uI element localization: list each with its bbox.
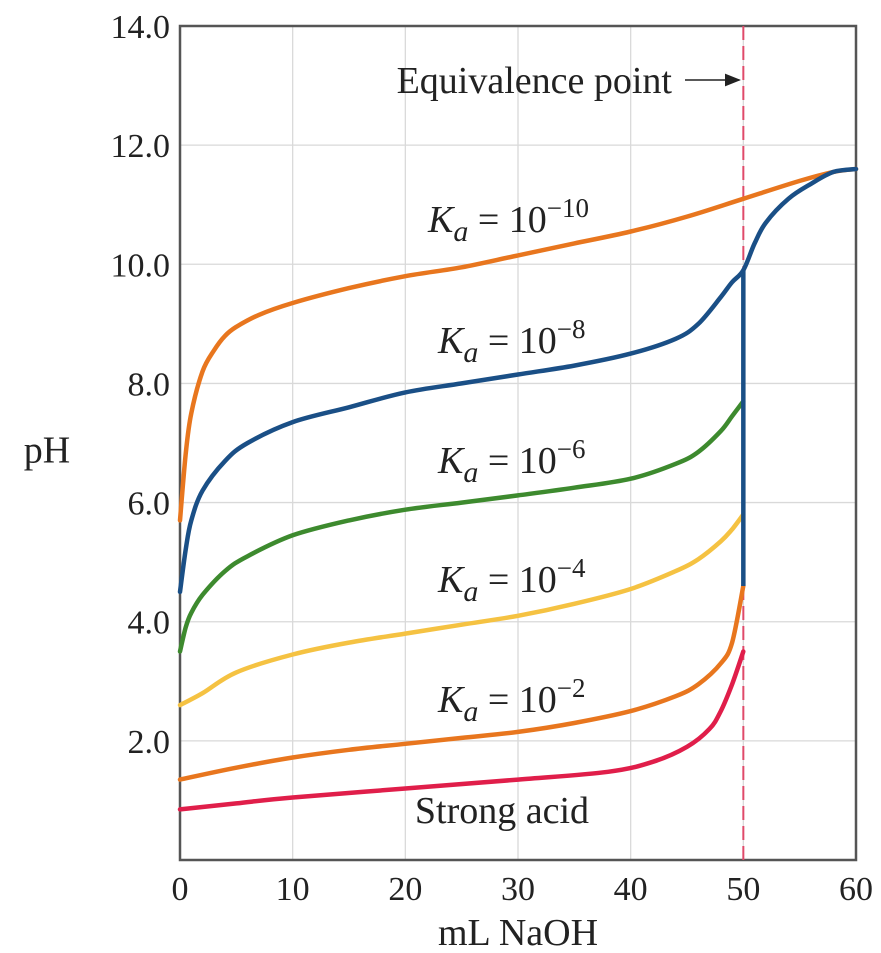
x-tick-label: 10 <box>276 871 310 908</box>
y-tick-label: 14.0 <box>111 9 171 46</box>
y-tick-label: 6.0 <box>128 486 171 523</box>
x-tick-label: 30 <box>501 871 535 908</box>
y-tick-label: 8.0 <box>128 366 171 403</box>
x-axis-title: mL NaOH <box>438 912 598 953</box>
axes: 0 10 20 30 40 50 60 2.0 4.0 6.0 8.0 10.0 12.0 14.0 <box>111 9 874 908</box>
series-label-ka-1e-6: Ka = 10−6 <box>437 434 586 489</box>
labels-group: Ka = 10−10 Ka = 10−8 Ka = 10−6 Ka = 10−4 Ka … <box>397 60 741 832</box>
series-group <box>177 166 859 812</box>
plot-frame <box>178 24 858 862</box>
series-label-strong-acid: Strong acid <box>415 790 589 832</box>
y-axis-title: pH <box>24 430 70 472</box>
x-tick-label: 60 <box>839 871 873 908</box>
x-tick-label: 40 <box>614 871 648 908</box>
series-line-ka-1e-8 <box>177 166 859 595</box>
y-tick-label: 2.0 <box>128 724 171 761</box>
x-tick-label: 50 <box>726 871 760 908</box>
y-tick-label: 12.0 <box>111 128 171 165</box>
series-line-strong-acid <box>177 649 746 812</box>
series-line-ka-1e-10 <box>177 166 859 523</box>
series-line-ka-1e-4 <box>177 512 746 708</box>
series-line-ka-1e-2 <box>177 583 746 782</box>
series-label-ka-1e-4: Ka = 10−4 <box>437 553 586 608</box>
y-tick-label: 4.0 <box>128 605 171 642</box>
equivalence-point-label: Equivalence point <box>397 60 673 102</box>
series-line-ka-1e-6 <box>177 399 746 654</box>
y-tick-label: 10.0 <box>111 247 171 284</box>
series-label-ka-1e-2: Ka = 10−2 <box>437 673 586 728</box>
series-label-ka-1e-8: Ka = 10−8 <box>437 314 586 369</box>
x-tick-label: 20 <box>388 871 422 908</box>
x-tick-label: 0 <box>172 871 189 908</box>
series-label-ka-1e-10: Ka = 10−10 <box>427 193 589 248</box>
